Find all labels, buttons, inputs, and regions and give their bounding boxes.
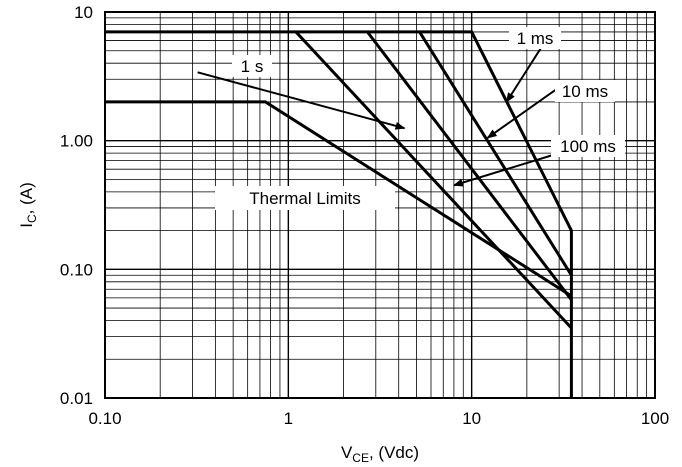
y-tick-label: 10 — [74, 3, 93, 22]
label-box-1-s — [232, 55, 272, 77]
annotation-label-10-ms: 10 ms — [562, 82, 608, 101]
annotation-layer: 1 ms 10 ms 100 ms 1 s Thermal Limits — [197, 27, 625, 210]
arrow-10-ms — [486, 86, 560, 139]
series-line-1-ms — [105, 30, 573, 398]
series-line-100-ms — [366, 30, 573, 301]
label-box-thermal-limits — [215, 186, 395, 210]
annotation-label-100-ms: 100 ms — [560, 137, 616, 156]
x-tick-label: 10 — [462, 409, 481, 428]
x-tick-label: 0.10 — [88, 409, 121, 428]
arrow-1-s — [197, 71, 406, 130]
series-line-thermal-limits — [105, 100, 573, 298]
plot-frame — [104, 11, 656, 399]
label-box-10-ms — [555, 80, 615, 102]
annotation-label-1-s: 1 s — [241, 57, 264, 76]
annotation-label-1-ms: 1 ms — [517, 29, 554, 48]
axis-titles: VCE, (Vdc) IC, (A) — [17, 182, 419, 465]
x-tick-label: 100 — [641, 409, 669, 428]
label-box-1-ms — [509, 27, 561, 49]
y-tick-label: 0.10 — [60, 260, 93, 279]
y-tick-label: 0.01 — [60, 389, 93, 408]
annotation-label-thermal-limits: Thermal Limits — [249, 189, 360, 208]
label-box-100-ms — [551, 135, 625, 157]
x-axis-title: VCE, (Vdc) — [341, 443, 419, 465]
series-line-1-s — [294, 30, 573, 330]
x-tick-label: 1 — [284, 409, 293, 428]
y-axis-title: IC, (A) — [17, 182, 39, 228]
y-tick-label: 1.00 — [60, 132, 93, 151]
series-layer — [105, 30, 573, 398]
arrow-100-ms — [452, 152, 560, 187]
series-line-10-ms — [418, 31, 573, 276]
